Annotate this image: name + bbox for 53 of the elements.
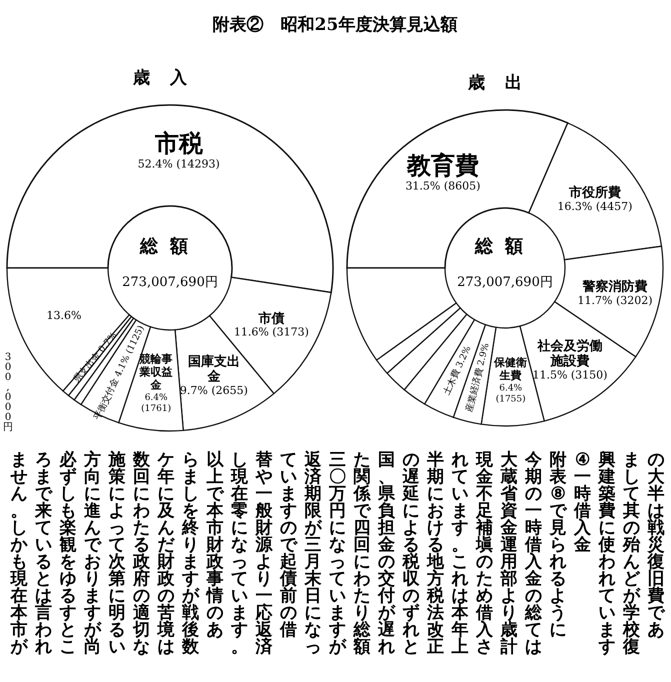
data-label: 16.3% (4457)	[557, 200, 632, 213]
slice-label: 警察消防費	[582, 278, 648, 295]
text: 施策によって次第に明るい	[108, 450, 126, 657]
text: ていますので起債前の借	[280, 450, 297, 640]
slice-label: 教育費	[406, 150, 479, 180]
text: し現在零になっています。	[231, 450, 248, 657]
text: 半期における地方税法改正	[427, 450, 444, 657]
data-label: 13.6%	[46, 309, 82, 322]
data-label: 6.4% (1761)	[141, 393, 172, 414]
text: 総額	[474, 236, 535, 257]
data-label: 9.7% (2655)	[180, 384, 248, 397]
data-label: 11.7% (3202)	[578, 294, 653, 308]
text: 300,000円	[3, 352, 13, 433]
text: 総額	[139, 236, 200, 257]
text: 必ずしも楽観をゆるすとこ	[60, 450, 76, 657]
data-label: 31.5% (8605)	[405, 179, 480, 192]
text: 数回にわたる政府の適切な	[133, 450, 150, 657]
text: 現金不足補塡のため借入さ	[476, 450, 493, 657]
data-label: 11.5% (3150)	[532, 368, 608, 382]
data-label: 52.4% (14293)	[138, 158, 220, 171]
text: 三〇万円になっていますが	[329, 450, 346, 657]
text: 附表⑧で見られるように	[550, 450, 566, 640]
text: まして其の殆んどが学校復	[623, 450, 640, 657]
text: た関係で四回にわたり総額	[354, 450, 370, 657]
text: ケ年に及んだ財政の苦境は	[158, 450, 174, 657]
slice-label: 市債	[257, 310, 284, 326]
slice-label: 社会及労働施設費	[536, 338, 602, 369]
text: ません。しかも現在本市が	[10, 450, 28, 657]
slice-label: 保健衛生費	[493, 356, 528, 382]
slice-label: 市役所費	[568, 184, 621, 200]
chart-subtitle: 歳出	[467, 73, 542, 93]
text: 興建築費に使われています	[598, 450, 616, 657]
text: 方向に進んでおりますが尚	[84, 450, 101, 657]
text: 273,007,690円	[122, 275, 218, 290]
text: ④一時借入金	[573, 450, 592, 555]
text: 大蔵省資金運用部より歳計	[500, 450, 518, 657]
text: の大半は戦災復旧費であ	[648, 450, 664, 640]
slice-label: 国庫支出金	[188, 353, 240, 384]
text: らましを終りますが戦後数	[182, 450, 199, 657]
text: 今期の一時借入金の総ては	[525, 450, 542, 657]
text: れています。これは本年上	[452, 450, 468, 657]
slice-label: 市税	[154, 128, 204, 158]
text: 返済期限が三月末日になっ	[304, 450, 322, 657]
chart-subtitle: 歳入	[132, 68, 207, 88]
text: 替や一般財源より一応返済	[256, 450, 272, 657]
data-label: 11.6% (3173)	[234, 326, 309, 339]
text: ろまで来ているとは言われ	[35, 450, 52, 657]
text: 273,007,690円	[457, 275, 553, 290]
chart-title: 附表② 昭和25年度決算見込額	[212, 15, 458, 35]
text: 国、県負担金の交付が遅れ	[378, 450, 395, 657]
data-label: 6.4% (1755)	[496, 384, 526, 405]
text: の遅延による税収のずれと	[402, 450, 420, 657]
text: 以上で本市財政事情のあ	[206, 450, 224, 640]
